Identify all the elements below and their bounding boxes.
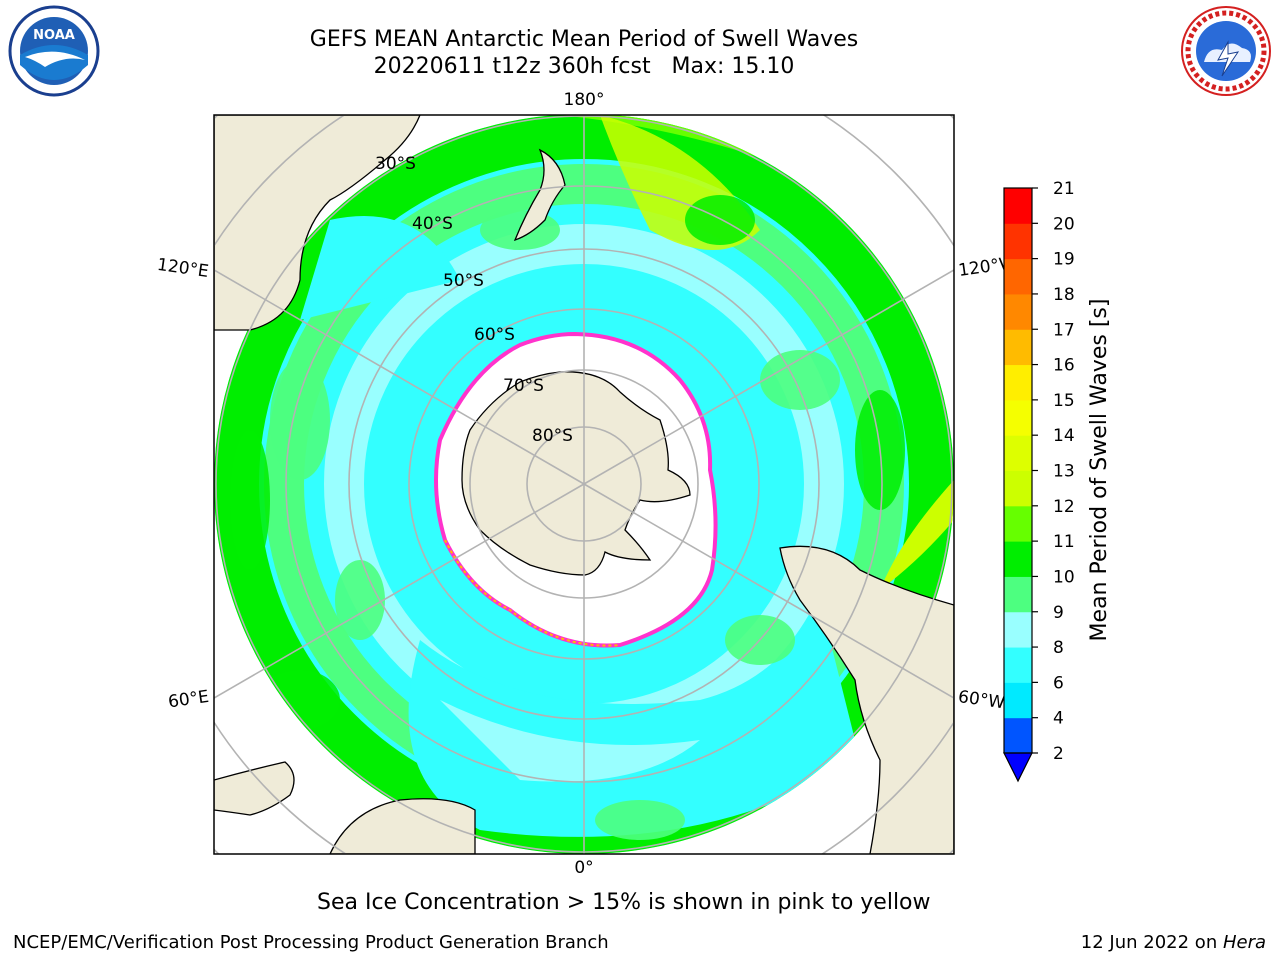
colorbar-tick-label: 19 bbox=[1053, 250, 1075, 270]
colorbar-label: Mean Period of Swell Waves [s] bbox=[1087, 299, 1112, 642]
colorbar-tick-label: 12 bbox=[1053, 497, 1075, 517]
colorbar-tick-label: 8 bbox=[1053, 638, 1064, 658]
host-name: Hera bbox=[1222, 932, 1266, 953]
colorbar-tick-label: 21 bbox=[1053, 179, 1075, 199]
madagascar-land bbox=[214, 761, 295, 816]
svg-text:NOAA: NOAA bbox=[33, 28, 75, 43]
colorbar-band bbox=[1004, 647, 1032, 683]
lat-label-70s: 70°S bbox=[503, 376, 544, 396]
colorbar-tick-label: 20 bbox=[1053, 214, 1075, 234]
colorbar-tick-label: 4 bbox=[1053, 709, 1064, 729]
nws-logo bbox=[1181, 6, 1271, 96]
colorbar-band bbox=[1004, 293, 1032, 330]
colorbar-tick-label: 18 bbox=[1053, 285, 1075, 305]
chart-title: GEFS MEAN Antarctic Mean Period of Swell… bbox=[309, 27, 859, 52]
colorbar-tick-label: 11 bbox=[1053, 532, 1075, 552]
graticule bbox=[214, 115, 954, 854]
colorbar-tick-label: 9 bbox=[1053, 603, 1064, 623]
date-text: 12 Jun 2022 on bbox=[1080, 932, 1223, 953]
sea-ice-footnote: Sea Ice Concentration > 15% is shown in … bbox=[317, 890, 931, 915]
colorbar-under-arrow bbox=[1003, 752, 1033, 783]
chart-subtitle: 20220611 t12z 360h fcst Max: 15.10 bbox=[373, 54, 795, 79]
lat-label-50s: 50°S bbox=[443, 271, 484, 291]
colorbar-band bbox=[1004, 611, 1032, 648]
colorbar-band bbox=[1004, 682, 1032, 719]
colorbar-band bbox=[1004, 188, 1032, 224]
colorbar-band bbox=[1004, 505, 1032, 542]
new-zealand-land bbox=[513, 148, 566, 242]
colorbar-band bbox=[1004, 258, 1032, 295]
colorbar-band bbox=[1004, 717, 1032, 754]
lat-label-30s: 30°S bbox=[375, 154, 416, 174]
colorbar-band bbox=[1004, 399, 1032, 436]
lat-label-60s: 60°S bbox=[474, 325, 515, 345]
colorbar-band bbox=[1004, 364, 1032, 401]
credit-text: NCEP/EMC/Verification Post Processing Pr… bbox=[13, 932, 609, 953]
colorbar-band bbox=[1004, 541, 1032, 577]
colorbar-tick-label: 16 bbox=[1053, 356, 1075, 376]
colorbar-band bbox=[1004, 329, 1032, 366]
colorbar-tick-label: 2 bbox=[1053, 744, 1064, 764]
antarctica-land bbox=[461, 371, 691, 576]
noaa-logo: NOAA bbox=[8, 5, 100, 97]
colorbar-band bbox=[1004, 435, 1032, 471]
colorbar-band bbox=[1004, 470, 1032, 507]
colorbar-tick-label: 6 bbox=[1053, 673, 1064, 693]
lon-label-180: 180° bbox=[564, 90, 605, 110]
africa-land bbox=[329, 798, 476, 854]
colorbar-tick-label: 13 bbox=[1053, 462, 1075, 482]
colorbar-band bbox=[1004, 223, 1032, 260]
date-stamp: 12 Jun 2022 on Hera bbox=[1081, 932, 1266, 953]
lon-label-0: 0° bbox=[574, 858, 593, 878]
colorbar-band bbox=[1004, 576, 1032, 613]
lat-label-80s: 80°S bbox=[532, 426, 573, 446]
colorbar-tick-label: 14 bbox=[1053, 426, 1075, 446]
lat-label-40s: 40°S bbox=[412, 214, 453, 234]
map-frame bbox=[213, 114, 955, 855]
colorbar-tick-label: 10 bbox=[1053, 567, 1075, 587]
colorbar-tick-label: 17 bbox=[1053, 320, 1075, 340]
colorbar-tick-label: 15 bbox=[1053, 391, 1075, 411]
